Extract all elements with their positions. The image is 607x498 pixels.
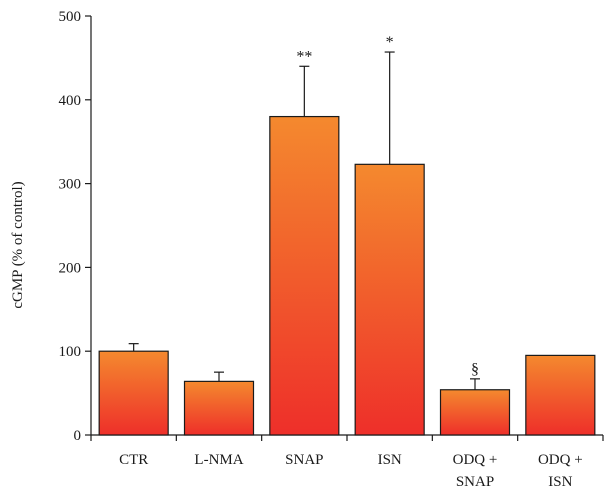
y-tick-label: 200 [59, 260, 82, 276]
error-bars [128, 51, 480, 390]
bar [269, 115, 340, 436]
significance-marker: § [471, 361, 479, 378]
y-tick-label: 500 [59, 9, 82, 25]
significance-annotations: ***§ [296, 34, 479, 378]
bar [439, 389, 511, 436]
x-tick-label: CTR [119, 452, 148, 468]
bars [98, 115, 596, 436]
x-tick-label: ODQ + [453, 452, 498, 468]
x-tick-label: ODQ + [538, 452, 583, 468]
y-tick-label: 300 [59, 177, 82, 193]
y-axis-title: cGMP (% of control) [10, 181, 26, 308]
y-axis: 0 100 200 300 400 500 [59, 9, 92, 444]
y-tick-label: 100 [59, 344, 82, 360]
significance-marker: ** [296, 48, 312, 65]
bar [183, 380, 255, 436]
bar [525, 354, 596, 436]
x-tick-label: SNAP [285, 452, 323, 468]
bar [354, 163, 425, 436]
x-axis [90, 434, 604, 441]
x-tick-labels: CTR L-NMA SNAP ISN ODQ + SNAP ODQ + ISN [119, 452, 583, 490]
y-tick-label: 0 [74, 428, 82, 444]
x-tick-label: L-NMA [194, 452, 243, 468]
bar [98, 350, 169, 436]
x-tick-label: ISN [548, 474, 572, 490]
significance-marker: * [386, 34, 394, 51]
x-tick-label: SNAP [456, 474, 494, 490]
y-tick-label: 400 [59, 93, 82, 109]
x-tick-label: ISN [378, 452, 402, 468]
